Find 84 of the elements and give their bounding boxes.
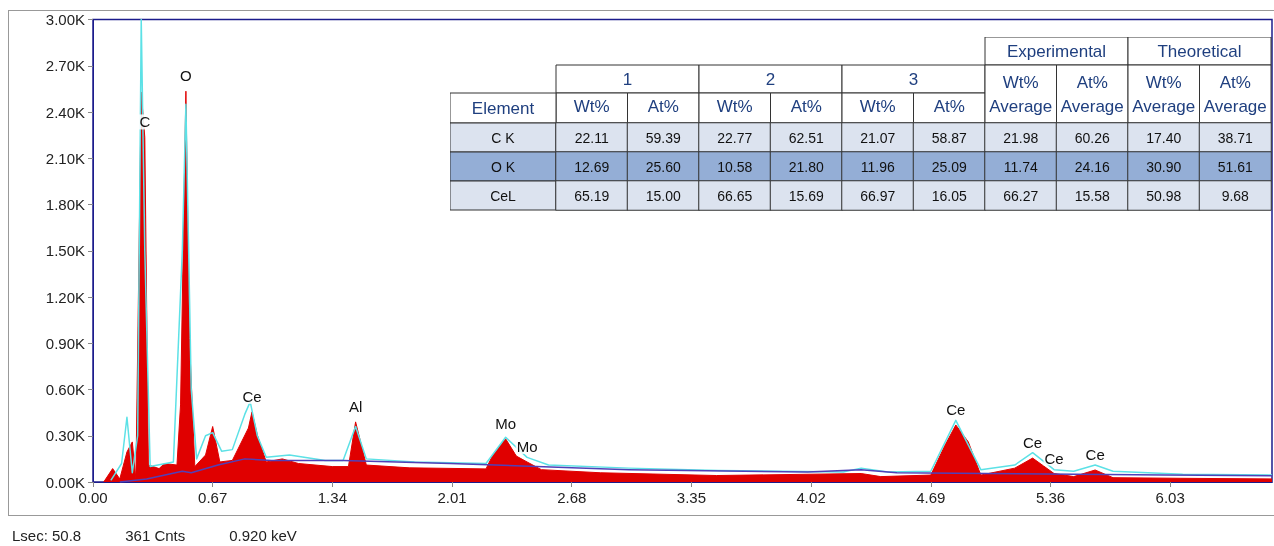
data-label: 50.98 xyxy=(1146,187,1182,204)
data-label: 10.58 xyxy=(717,158,753,175)
y-tick-label: 1.20K xyxy=(45,288,85,306)
data-label: 65.19 xyxy=(574,187,610,204)
x-tick-label: Wt% xyxy=(716,96,753,116)
annotation: 1 xyxy=(622,69,633,89)
annotation: C xyxy=(139,113,151,131)
annotation: 2 xyxy=(765,69,776,89)
data-label: 9.68 xyxy=(1221,187,1250,204)
y-tick-label: O K xyxy=(490,158,516,175)
y-tick-label: 0.90K xyxy=(45,334,85,352)
x-tick-label: At% xyxy=(647,96,679,116)
data-label: 59.39 xyxy=(645,129,681,146)
y-axis-title: Element xyxy=(471,98,535,118)
data-label: 25.09 xyxy=(931,158,967,175)
data-label: 15.00 xyxy=(645,187,681,204)
x-tick-label: 4.02 xyxy=(796,489,826,506)
text: 0.920 keV xyxy=(229,527,297,544)
x-tick-label: At% Average xyxy=(1203,72,1267,116)
x-tick-label: At% xyxy=(933,96,965,116)
y-tick-label: 2.40K xyxy=(45,103,85,121)
annotation: Mo xyxy=(495,414,517,432)
x-tick-label: Wt% xyxy=(859,96,896,116)
data-label: 25.60 xyxy=(645,158,681,175)
data-label: 60.26 xyxy=(1074,129,1110,146)
y-tick-label: C K xyxy=(491,129,516,146)
annotation: Ce xyxy=(1044,449,1064,467)
annotation: Ce xyxy=(946,400,966,418)
annotation: Theoretical xyxy=(1157,41,1242,61)
data-label: 17.40 xyxy=(1146,129,1182,146)
x-tick-label: 5.36 xyxy=(1035,489,1066,506)
x-tick-label: At% Average xyxy=(1060,72,1124,116)
data-label: 22.77 xyxy=(717,129,753,146)
annotation: O xyxy=(180,67,192,85)
x-tick-label: Wt% Average xyxy=(1132,72,1196,116)
y-tick-label: 2.10K xyxy=(45,149,85,167)
y-tick-label: 3.00K xyxy=(45,11,85,28)
data-label: 66.65 xyxy=(717,187,753,204)
data-label: 66.27 xyxy=(1003,187,1039,204)
y-tick-label: 2.70K xyxy=(45,57,85,75)
data-label: 38.71 xyxy=(1217,129,1253,146)
x-tick-label: 2.01 xyxy=(437,489,467,506)
x-tick-label: 0.67 xyxy=(198,489,228,506)
line-series xyxy=(110,18,1273,482)
data-label: 16.05 xyxy=(931,187,967,204)
data-label: 15.58 xyxy=(1074,187,1110,204)
y-tick-label: 0.30K xyxy=(45,427,85,445)
annotation: Ce xyxy=(1085,445,1105,463)
y-tick-label: 1.80K xyxy=(45,196,85,213)
x-tick-label: 3.35 xyxy=(676,489,707,506)
data-label: 51.61 xyxy=(1217,158,1253,175)
data-label: 21.98 xyxy=(1003,129,1039,146)
x-tick-label: 2.68 xyxy=(557,489,587,506)
x-tick-label: 1.34 xyxy=(317,489,347,506)
data-label: 24.16 xyxy=(1074,158,1110,175)
data-label: 15.69 xyxy=(788,187,824,204)
x-tick-label: Wt% xyxy=(573,96,610,116)
x-tick-label: 6.03 xyxy=(1155,489,1185,506)
annotation: Experimental xyxy=(1006,41,1107,61)
data-label: 21.80 xyxy=(788,158,824,175)
data-label: 22.11 xyxy=(574,129,609,146)
annotation: Ce xyxy=(1023,434,1043,452)
data-label: 12.69 xyxy=(574,158,610,175)
annotation: Ce xyxy=(242,387,262,405)
data-label: 30.90 xyxy=(1146,158,1182,175)
data-label: 62.51 xyxy=(788,129,824,146)
text: 361 Cnts xyxy=(125,527,186,544)
data-label: 11.96 xyxy=(860,158,895,175)
data-label: 58.87 xyxy=(931,129,967,146)
annotation: Mo xyxy=(516,437,538,455)
annotation: 3 xyxy=(908,69,919,89)
x-tick-label: At% xyxy=(790,96,822,116)
y-tick-label: 1.50K xyxy=(45,242,85,260)
data-label: 11.74 xyxy=(1003,158,1038,175)
y-tick-label: CeL xyxy=(490,187,517,204)
data-label: 21.07 xyxy=(860,129,896,146)
x-tick-label: 0.00 xyxy=(78,489,108,506)
y-tick-label: 0.60K xyxy=(45,381,85,398)
text: Lsec: 50.8 xyxy=(12,527,82,544)
x-tick-label: 4.69 xyxy=(916,489,946,506)
x-tick-label: Wt% Average xyxy=(989,72,1053,116)
y-tick-label: 0.00K xyxy=(45,473,85,491)
data-label: 66.97 xyxy=(860,187,896,204)
annotation: Al xyxy=(348,397,363,415)
